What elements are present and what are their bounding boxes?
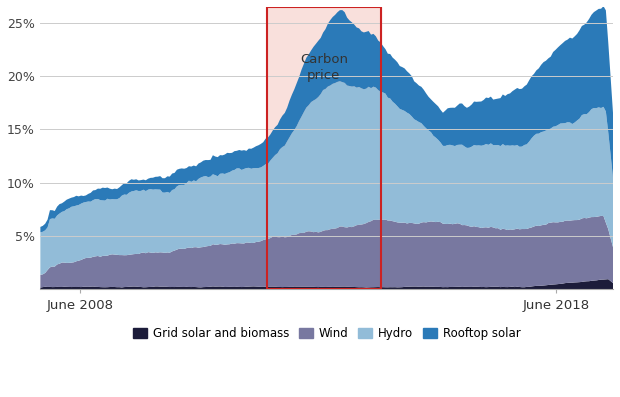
- Bar: [267, 7, 381, 289]
- Text: Carbon
price: Carbon price: [300, 53, 348, 82]
- Legend: Grid solar and biomass, Wind, Hydro, Rooftop solar: Grid solar and biomass, Wind, Hydro, Roo…: [128, 323, 525, 345]
